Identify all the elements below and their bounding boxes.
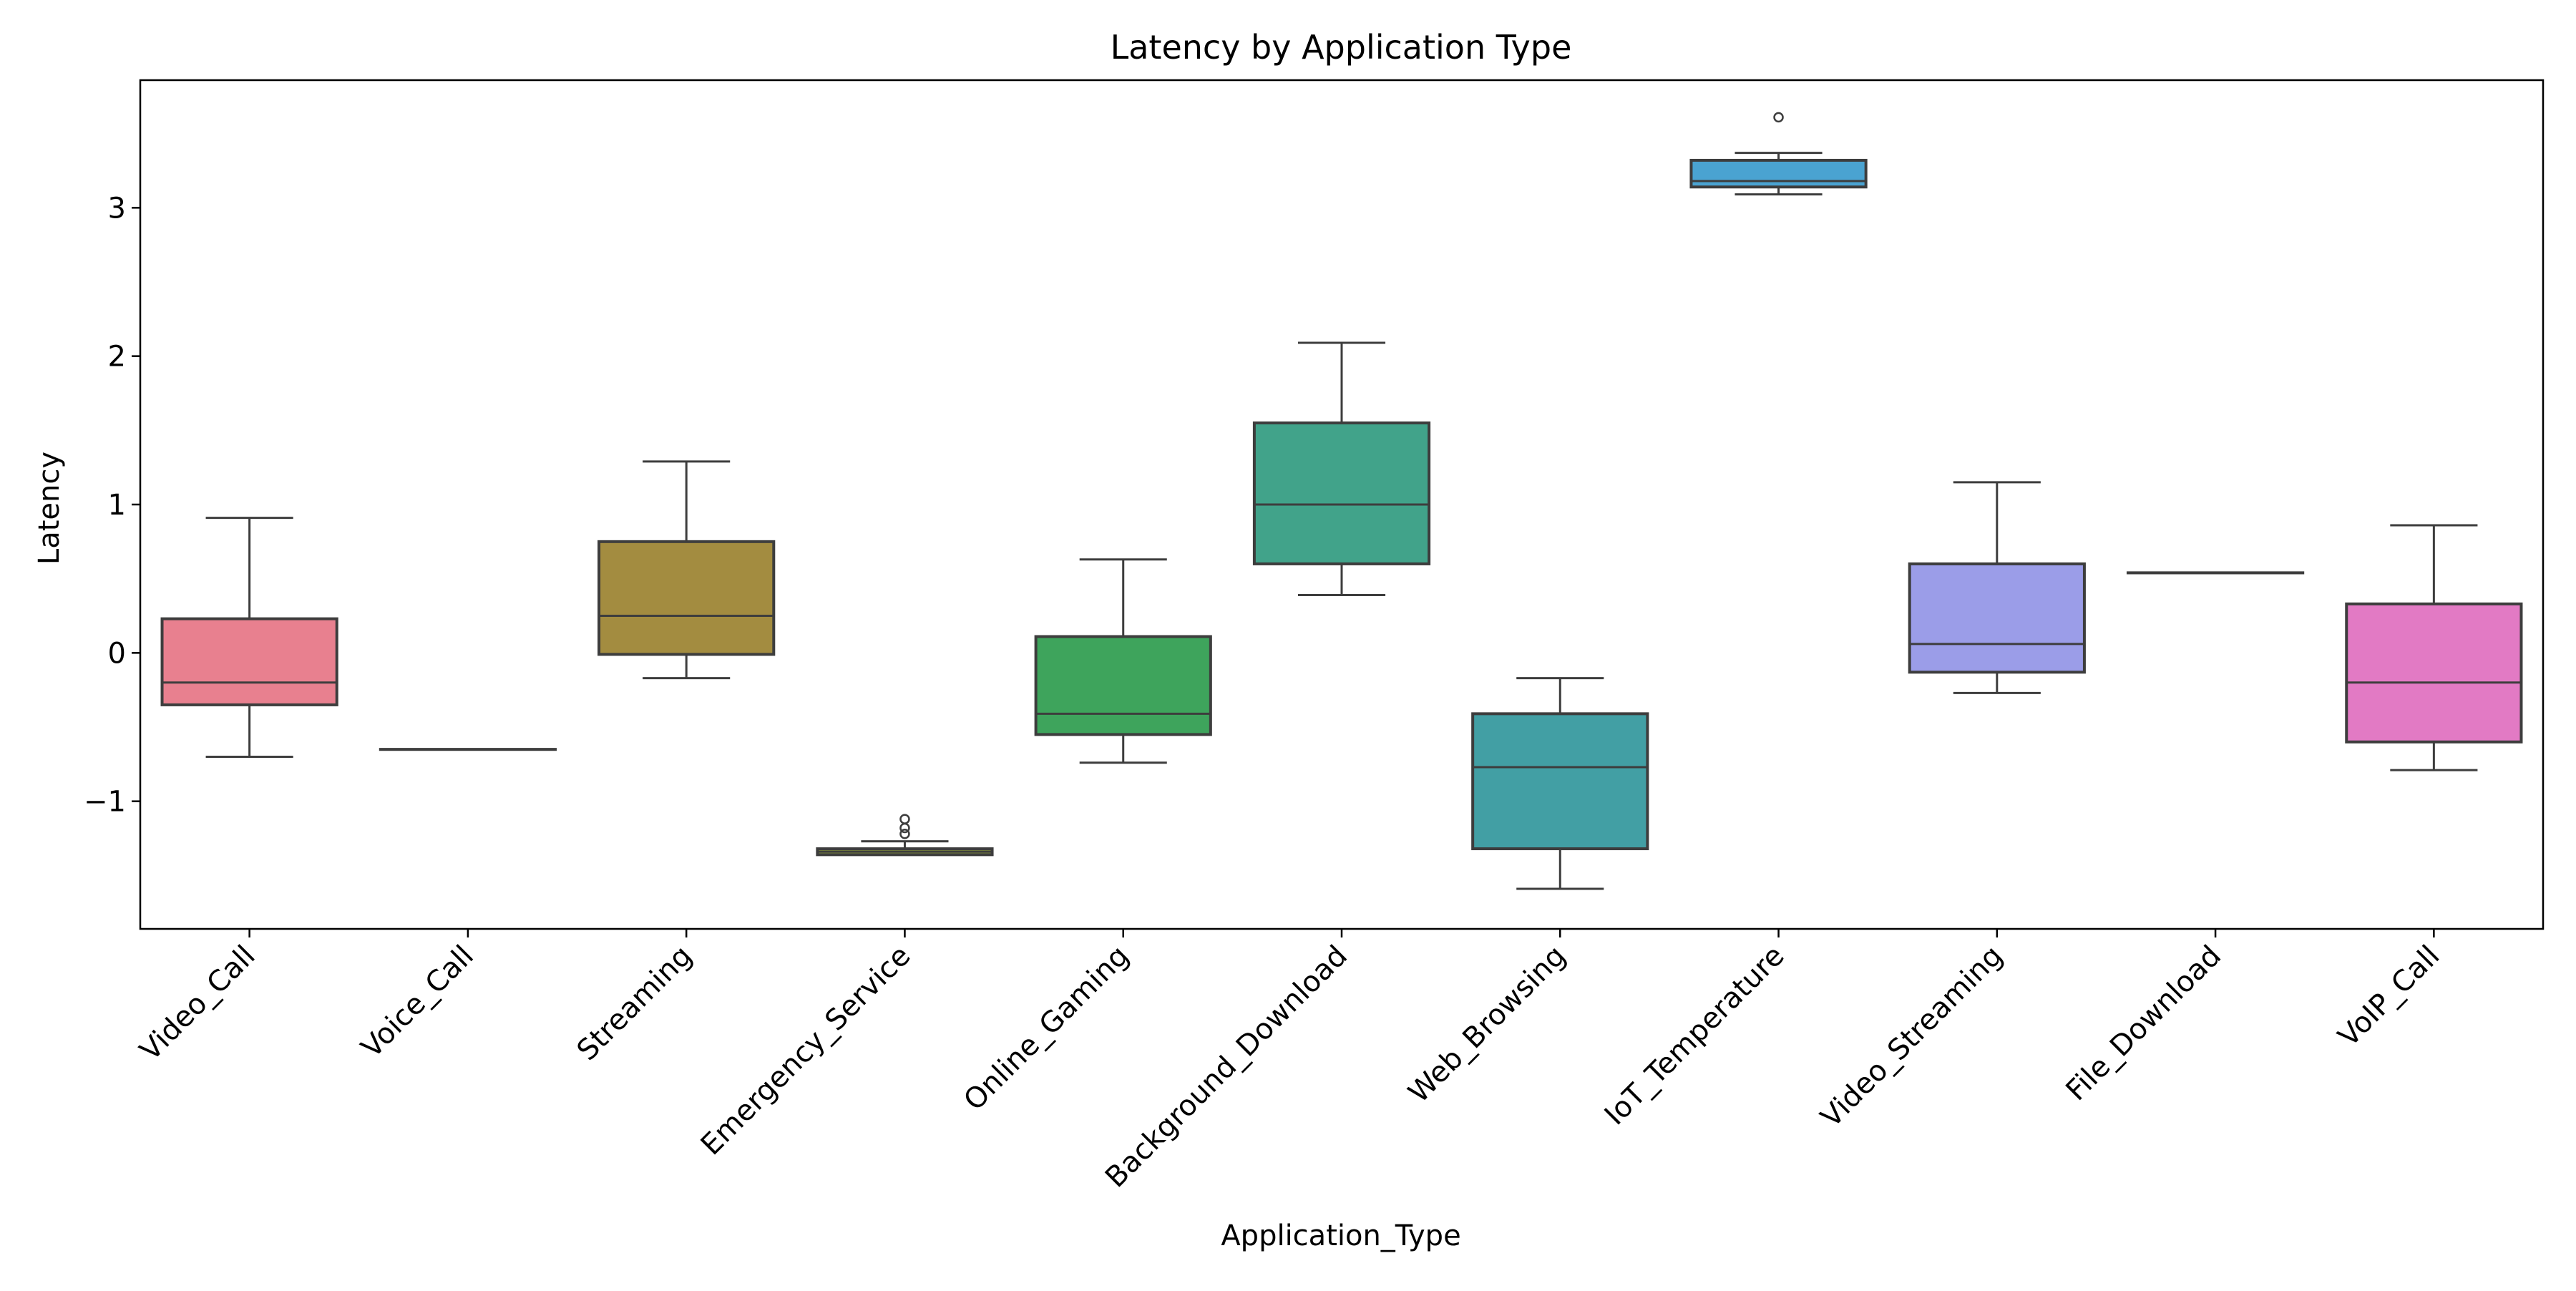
box-body [1910,564,2084,672]
box-body [1473,713,1647,849]
box-body [1691,160,1865,187]
box-body [1036,637,1211,735]
box-body [1254,423,1429,564]
y-tick-label: 0 [108,637,126,670]
y-axis-label: Latency [33,452,66,565]
y-tick-label: 1 [108,489,126,522]
x-axis-label: Application_Type [1221,1219,1460,1252]
box-body [599,542,774,655]
y-tick-label: −1 [84,786,126,819]
chart-title: Latency by Application Type [1111,28,1572,67]
y-tick-label: 2 [108,341,126,374]
y-tick-label: 3 [108,192,126,225]
box-body [2346,604,2521,742]
box-body [162,619,337,705]
